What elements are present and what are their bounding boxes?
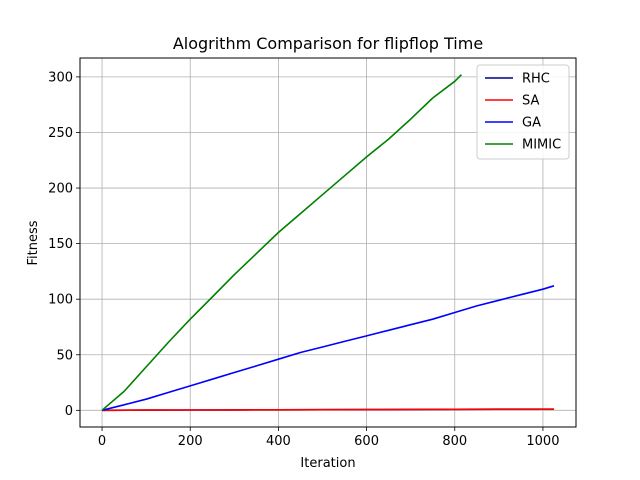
series-line-mimic	[101, 74, 462, 411]
series-line-ga	[101, 285, 555, 412]
chart-title: Alogrithm Comparison for flipflop Time	[173, 34, 483, 53]
series-line-sa	[101, 408, 554, 412]
y-tick-label: 200	[48, 182, 73, 197]
x-tick-label: 400	[266, 434, 291, 449]
x-tick-label: 0	[98, 434, 106, 449]
legend-box	[476, 64, 570, 160]
legend-label-mimic: MIMIC	[522, 138, 561, 153]
x-tick-label: 800	[442, 434, 467, 449]
y-tick-label: 0	[65, 404, 73, 419]
legend-label-rhc: RHC	[522, 72, 550, 87]
x-tick-label: 600	[354, 434, 379, 449]
plot-frame	[79, 57, 577, 428]
y-axis-label: Fitness	[26, 220, 41, 265]
legend-label-sa: SA	[522, 94, 539, 109]
y-tick-label: 250	[48, 126, 73, 141]
y-tick-label: 100	[48, 293, 73, 308]
axis-ticks: 0 200 400 600 800 1000 0 50 100 150 200 250 300	[48, 70, 559, 449]
y-tick-label: 150	[48, 237, 73, 252]
legend-label-ga: GA	[522, 116, 541, 131]
y-tick-label: 300	[48, 70, 73, 85]
gridlines	[80, 58, 576, 427]
x-tick-label: 1000	[526, 434, 559, 449]
x-tick-label: 200	[178, 434, 203, 449]
x-axis-label: Iteration	[300, 456, 355, 471]
legend: RHC SA GA MIMIC	[476, 64, 570, 160]
y-tick-label: 50	[56, 348, 73, 363]
plot-series	[101, 74, 555, 412]
